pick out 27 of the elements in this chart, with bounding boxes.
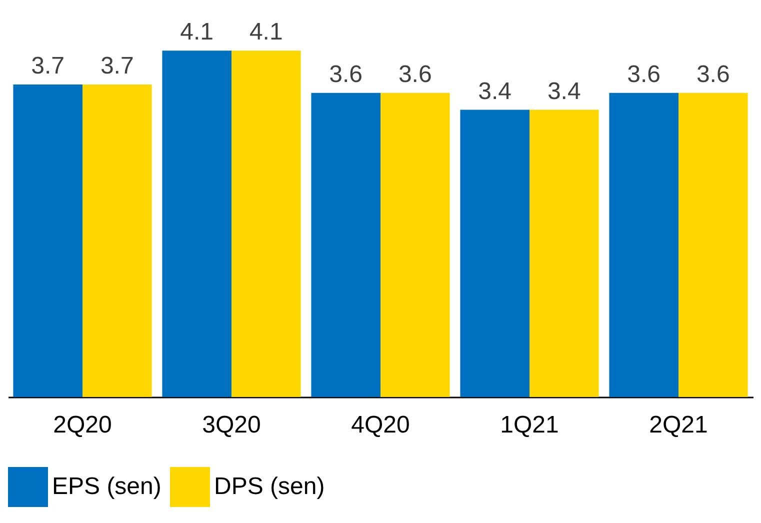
x-tick-label: 1Q21 — [500, 412, 559, 438]
data-label: 3.4 — [478, 78, 512, 105]
bar — [380, 92, 450, 397]
data-label: 4.1 — [249, 18, 283, 46]
bar — [678, 92, 748, 397]
data-label: 3.6 — [696, 60, 730, 88]
legend-label: DPS (sen) — [214, 473, 325, 500]
x-tick-label: 2Q21 — [649, 412, 708, 438]
x-tick-label: 3Q20 — [202, 412, 261, 438]
bar — [82, 84, 152, 397]
bar — [13, 84, 82, 397]
x-tick-label: 4Q20 — [351, 412, 410, 438]
data-label: 3.4 — [547, 78, 581, 105]
bar — [162, 50, 232, 397]
bar — [530, 110, 599, 397]
data-label: 4.1 — [180, 18, 214, 46]
data-label: 3.7 — [100, 52, 134, 80]
data-label: 3.6 — [627, 60, 661, 88]
bar — [311, 92, 380, 397]
bar — [460, 110, 530, 397]
bar — [609, 92, 678, 397]
data-label: 3.6 — [398, 60, 432, 88]
legend-label: EPS (sen) — [52, 473, 162, 500]
bar — [232, 50, 301, 397]
data-label: 3.7 — [31, 52, 65, 80]
x-tick-label: 2Q20 — [53, 412, 112, 438]
data-label: 3.6 — [329, 60, 363, 88]
